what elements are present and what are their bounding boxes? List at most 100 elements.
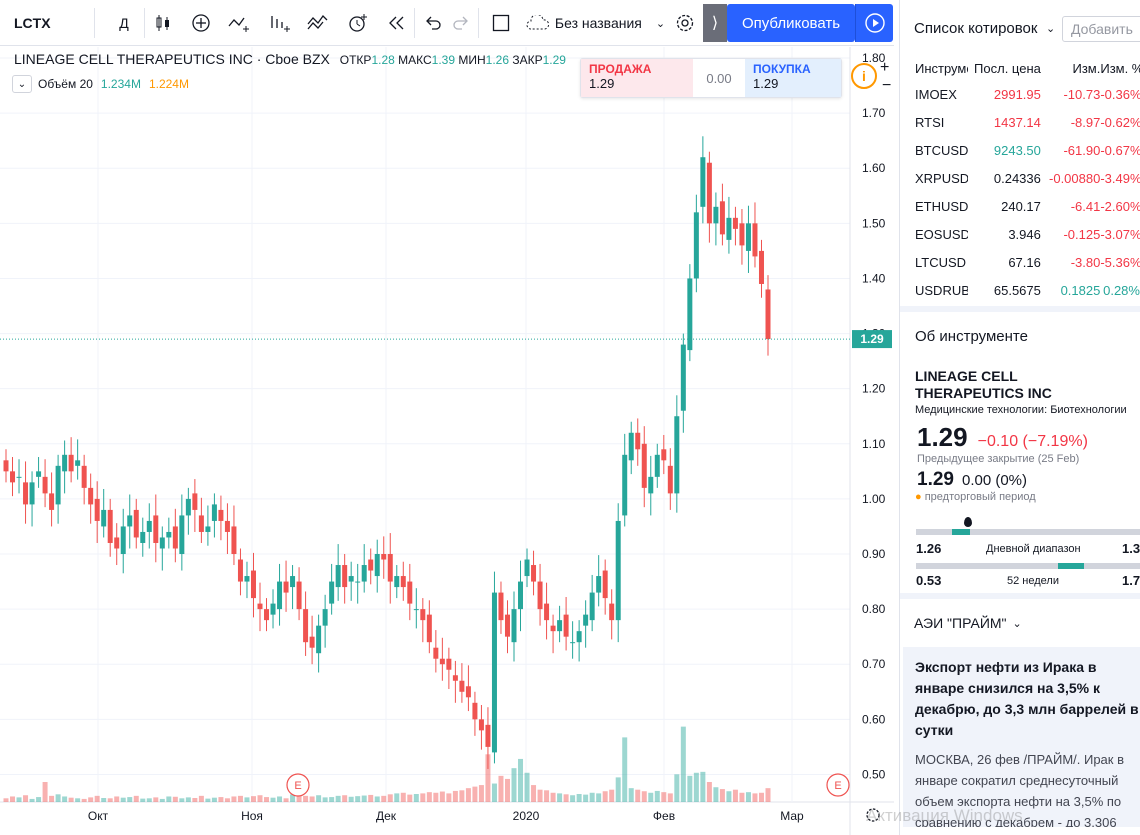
layout-name-dropdown[interactable]: Без названия ⌄ — [524, 0, 666, 46]
candle-body — [615, 520, 621, 621]
price-tick-label: 0.90 — [862, 547, 886, 561]
watchlist-columns: Инструмент Посл. цена Изм. Изм. % — [900, 56, 1140, 80]
publish-button[interactable]: Опубликовать — [727, 4, 855, 42]
candle-body — [706, 162, 712, 224]
volume-bar — [654, 790, 660, 802]
candle-body — [159, 537, 165, 549]
volume-bar — [439, 791, 445, 802]
watchlist-row[interactable]: ETHUSD 240.17 -6.41 -2.60% — [900, 192, 1140, 220]
row-change: -10.73 — [1063, 86, 1101, 102]
column-change[interactable]: Изм. — [1072, 60, 1101, 76]
price-tick-label: 1.50 — [862, 216, 886, 230]
sell-button[interactable]: ПРОДАЖА 1.29 — [581, 59, 693, 97]
earnings-marker-label: E — [834, 780, 841, 792]
volume-legend: ⌄ Объём 20 1.234M 1.224M — [12, 75, 189, 93]
candles-icon[interactable] — [150, 0, 176, 46]
volume-bar — [342, 795, 348, 802]
collapse-legend-button[interactable]: ⌄ — [12, 75, 32, 93]
volume-bar — [687, 775, 693, 802]
add-symbol-button[interactable]: Добавить — [1062, 16, 1140, 42]
alert-icon[interactable] — [344, 0, 372, 46]
volume-bar — [387, 794, 393, 802]
candle-body — [635, 432, 641, 450]
candle-body — [283, 581, 289, 593]
column-last[interactable]: Посл. цена — [974, 60, 1041, 76]
row-symbol: BTCUSD — [915, 142, 968, 158]
row-change-pct: -5.36% — [1100, 254, 1140, 270]
candle-body — [433, 647, 439, 659]
status-dot: ● — [915, 491, 922, 503]
redo-icon[interactable] — [448, 0, 474, 46]
info-icon[interactable]: i — [851, 63, 877, 89]
candle-body — [329, 581, 335, 604]
chart-canvas[interactable]: 1.801.701.601.501.401.301.201.101.000.90… — [0, 47, 894, 835]
candle-body — [674, 416, 680, 494]
row-last: 2991.95 — [993, 86, 1041, 102]
fullscreen-button[interactable] — [855, 4, 893, 42]
interval-button[interactable]: Д — [119, 15, 129, 31]
watchlist-row[interactable]: XRPUSD 0.24336 -0.00880 -3.49% — [900, 164, 1140, 192]
watchlist-row[interactable]: RTSI 1437.14 -8.97 -0.62% — [900, 108, 1140, 136]
buy-button[interactable]: ПОКУПКА 1.29 — [745, 59, 841, 97]
row-symbol: LTCUSD — [915, 254, 967, 270]
candle-body — [387, 554, 393, 582]
watchlist-row[interactable]: LTCUSD 67.16 -3.80 -5.36% — [900, 248, 1140, 276]
candle-body — [257, 603, 263, 610]
volume-bar — [192, 798, 198, 802]
row-change: -61.90 — [1063, 142, 1101, 158]
symbol-search-button[interactable]: LCTX — [14, 15, 51, 31]
instrument-sector[interactable]: Медицинские технологии: Биотехнологии — [915, 404, 1127, 416]
instrument-title: LINEAGE CELL THERAPEUTICS INC · Cboe BZX — [14, 51, 330, 67]
news-source[interactable]: АЭИ "ПРАЙМ" ⌄ — [900, 599, 1140, 647]
last-price-label: 1.29 — [860, 332, 884, 346]
volume-bar — [368, 794, 374, 802]
settings-gear-icon[interactable] — [672, 0, 698, 46]
volume-bar — [322, 797, 328, 802]
news-item[interactable]: Экспорт нефти из Ирака в январе снизился… — [903, 647, 1140, 827]
row-change: -0.125 — [1063, 226, 1101, 242]
templates-icon[interactable] — [305, 0, 333, 46]
undo-icon[interactable] — [420, 0, 446, 46]
candle-body — [446, 658, 452, 670]
volume-bar — [250, 796, 256, 802]
candle-body — [29, 482, 35, 505]
week52-range: 0.53 52 недели 1.75 — [900, 549, 1140, 593]
volume-bar — [420, 793, 426, 802]
candle-body — [146, 520, 152, 532]
watchlist-row[interactable]: IMOEX 2991.95 -10.73 -0.36% — [900, 80, 1140, 108]
sell-label: ПРОДАЖА — [589, 62, 652, 76]
candle-body — [277, 581, 283, 610]
row-symbol: ETHUSD — [915, 198, 968, 214]
premarket-label: ● предторговый период — [900, 491, 1140, 503]
volume-bar — [237, 795, 243, 802]
watchlist-row[interactable]: BTCUSD 9243.50 -61.90 -0.67% — [900, 136, 1140, 164]
ohlc-values: ОТКР1.28 МАКС1.39 МИН1.26 ЗАКР1.29 — [340, 53, 566, 67]
volume-bar — [270, 797, 276, 802]
chevron-down-icon: ⌄ — [1012, 617, 1022, 630]
candle-body — [49, 493, 55, 510]
candle-body — [381, 554, 387, 560]
replay-icon[interactable] — [384, 0, 410, 46]
candle-body — [23, 482, 29, 505]
volume-bar — [166, 796, 172, 802]
zoom-out-icon[interactable]: − — [882, 77, 892, 94]
row-change: -6.41 — [1070, 198, 1101, 214]
watchlist-header[interactable]: Список котировок ⌄ — [900, 0, 1140, 56]
sell-price: 1.29 — [589, 76, 615, 91]
compare-icon[interactable] — [266, 0, 294, 46]
zoom-in-icon[interactable]: + — [880, 59, 890, 76]
price-chart[interactable]: 1.801.701.601.501.401.301.201.101.000.90… — [0, 47, 894, 835]
volume-bar — [609, 789, 615, 802]
watchlist-row[interactable]: EOSUSD 3.946 -0.125 -3.07% — [900, 220, 1140, 248]
candle-body — [368, 559, 374, 571]
column-symbol[interactable]: Инструмент — [915, 60, 968, 76]
candle-body — [700, 157, 706, 207]
layout-icon[interactable] — [488, 0, 514, 46]
indicators-icon[interactable] — [226, 0, 254, 46]
add-indicator-icon[interactable] — [188, 0, 214, 46]
low-value: 1.26 — [485, 53, 510, 67]
hide-panel-button[interactable]: ⟩ — [703, 4, 727, 42]
column-change-pct[interactable]: Изм. % — [1100, 60, 1140, 76]
row-change-pct: -2.60% — [1100, 198, 1140, 214]
